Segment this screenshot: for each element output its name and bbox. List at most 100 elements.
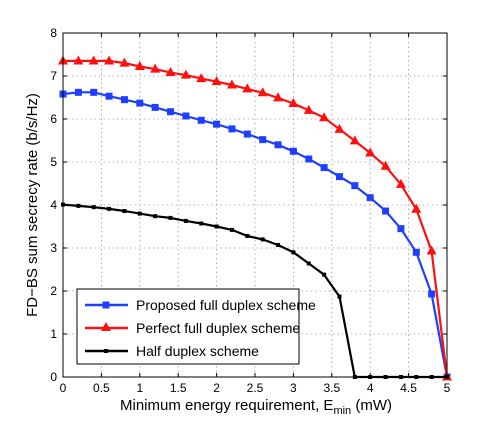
data-point-half: [76, 203, 81, 208]
x-tick-label: 3: [290, 381, 297, 395]
data-point-proposed: [351, 182, 359, 190]
y-tick-label: 8: [50, 26, 57, 40]
x-axis-label-main: Minimum energy requirement, E: [120, 397, 333, 414]
y-tick-label: 4: [50, 198, 57, 212]
data-point-half: [260, 237, 265, 242]
data-point-proposed: [397, 225, 405, 233]
data-point-proposed: [274, 141, 282, 149]
data-point-proposed: [120, 96, 128, 104]
data-point-perfect: [196, 73, 207, 83]
data-point-perfect: [334, 123, 345, 133]
y-axis-label: FD−BS sum secrecy rate (b/s/Hz): [24, 93, 41, 317]
data-point-perfect: [319, 112, 330, 122]
data-series: [58, 55, 452, 381]
x-axis-label-unit: (mW): [351, 397, 392, 414]
data-point-half: [91, 205, 96, 210]
data-point-half: [229, 227, 234, 232]
x-axis-label: Minimum energy requirement, Emin (mW): [120, 397, 392, 417]
x-tick-label: 2: [213, 381, 220, 395]
x-tick-label: 3.5: [323, 381, 340, 395]
y-tick-label: 3: [50, 241, 57, 255]
data-point-proposed: [289, 147, 297, 155]
data-point-proposed: [182, 112, 190, 120]
data-point-half: [153, 214, 158, 219]
data-point-half: [107, 206, 112, 211]
data-point-proposed: [320, 164, 328, 172]
data-point-proposed: [335, 173, 343, 181]
y-tick-label: 2: [50, 284, 57, 298]
legend-marker-proposed: [102, 301, 110, 309]
data-point-half: [245, 233, 250, 238]
x-tick-label: 1: [136, 381, 143, 395]
data-point-half: [337, 294, 342, 299]
data-point-perfect: [226, 79, 237, 89]
data-point-perfect: [165, 67, 176, 77]
data-point-proposed: [412, 248, 420, 256]
y-tick-label: 6: [50, 112, 57, 126]
x-tick-label: 0: [60, 381, 67, 395]
legend-entry-half: Half duplex scheme: [85, 343, 259, 359]
data-point-half: [122, 209, 127, 214]
data-point-half: [306, 261, 311, 266]
data-point-perfect: [242, 83, 253, 93]
data-point-perfect: [273, 92, 284, 102]
data-point-proposed: [228, 125, 236, 133]
data-point-perfect: [288, 98, 299, 108]
data-point-half: [199, 221, 204, 226]
data-point-perfect: [303, 104, 314, 114]
legend-marker-perfect: [101, 322, 111, 331]
data-point-perfect: [119, 57, 130, 67]
data-point-proposed: [213, 120, 221, 128]
legend-entry-proposed: Proposed full duplex scheme: [85, 297, 316, 313]
data-point-proposed: [105, 92, 113, 100]
data-point-proposed: [167, 108, 175, 116]
data-point-perfect: [349, 135, 360, 145]
data-point-half: [214, 224, 219, 229]
x-tick-label: 5: [444, 381, 451, 395]
data-point-perfect: [104, 55, 115, 65]
data-point-proposed: [197, 116, 205, 124]
data-point-perfect: [426, 245, 437, 255]
legend-label-proposed: Proposed full duplex scheme: [136, 297, 316, 313]
data-point-proposed: [74, 88, 82, 96]
data-point-half: [322, 272, 327, 277]
data-point-half: [168, 215, 173, 220]
x-tick-label: 0.5: [93, 381, 110, 395]
data-point-proposed: [305, 155, 313, 163]
data-point-perfect: [411, 203, 422, 213]
data-point-proposed: [90, 88, 98, 96]
y-tick-label: 0: [50, 370, 57, 384]
data-point-perfect: [257, 87, 268, 97]
legend-label-half: Half duplex scheme: [136, 343, 259, 359]
x-tick-label: 4.5: [400, 381, 417, 395]
y-tick-label: 7: [50, 69, 57, 83]
data-point-proposed: [366, 194, 374, 202]
legend: Proposed full duplex scheme Perfect full…: [76, 288, 316, 365]
x-axis-label-subscript: min: [333, 405, 351, 417]
x-tick-label: 2.5: [247, 381, 264, 395]
data-point-half: [276, 242, 281, 247]
x-tick-label: 4: [367, 381, 374, 395]
data-point-perfect: [211, 76, 222, 86]
data-point-perfect: [395, 178, 406, 188]
data-point-proposed: [136, 99, 144, 107]
legend-marker-half: [104, 349, 108, 353]
y-tick-label: 5: [50, 155, 57, 169]
y-tick-label: 1: [50, 327, 57, 341]
legend-entry-perfect: Perfect full duplex scheme: [85, 320, 300, 336]
data-point-perfect: [88, 55, 99, 65]
data-point-proposed: [259, 136, 267, 144]
data-point-perfect: [73, 55, 84, 65]
axis-ticks: 0 0.5 1 1.5 2 2.5 3 3.5 4 4.5 5 0 1 2 3 4 5 6 7 8: [50, 26, 450, 395]
data-point-half: [137, 211, 142, 216]
data-point-half: [183, 218, 188, 223]
data-point-perfect: [380, 160, 391, 170]
data-point-proposed: [428, 290, 436, 298]
x-tick-label: 1.5: [170, 381, 187, 395]
data-point-proposed: [243, 130, 251, 138]
data-point-perfect: [150, 63, 161, 73]
legend-label-perfect: Perfect full duplex scheme: [136, 320, 300, 336]
data-point-proposed: [382, 207, 390, 215]
data-point-perfect: [134, 61, 145, 71]
